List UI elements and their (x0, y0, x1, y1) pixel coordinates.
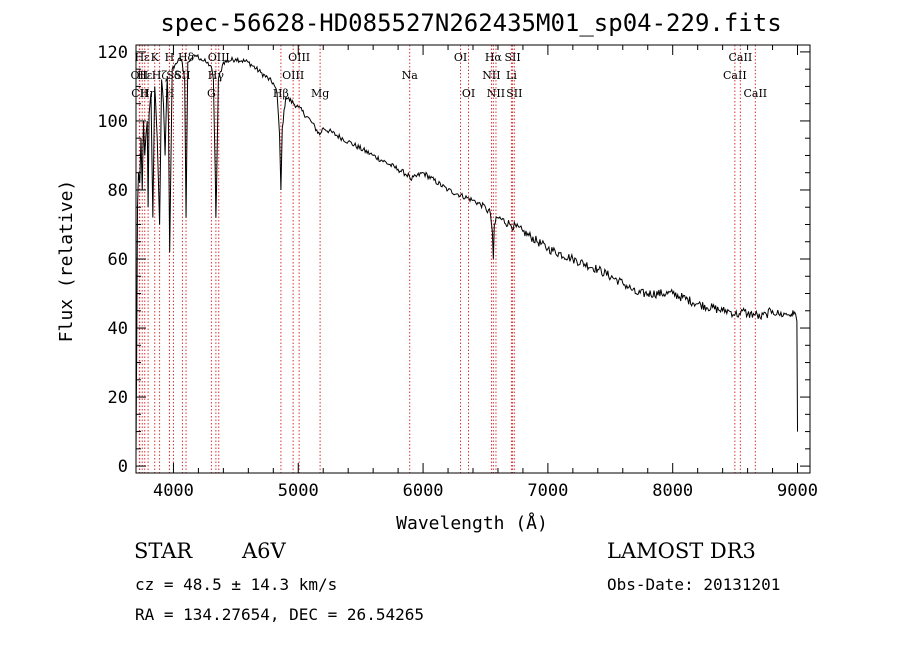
spectral-line-label: CaII (723, 69, 747, 82)
spectral-line-label: OIII (282, 69, 304, 82)
spectral-line-label: Sδ (166, 69, 181, 82)
y-tick-label: 60 (108, 250, 128, 270)
spectral-line-label: G (207, 87, 216, 100)
y-tick-label: 120 (97, 43, 128, 63)
y-axis-label: Flux (relative) (56, 180, 77, 343)
object-class: STAR (134, 539, 193, 563)
spectral-line-label: OI (454, 51, 467, 64)
spectral-line-label: SII (174, 69, 190, 82)
spectral-line-label: SII (506, 87, 522, 100)
y-tick-label: 40 (108, 319, 128, 339)
spectral-line-label: SII (504, 51, 520, 64)
y-tick-label: 0 (118, 457, 128, 477)
x-tick-label: 6000 (403, 481, 444, 501)
x-tick-label: 4000 (153, 481, 194, 501)
spectral-line-label: Li (506, 69, 517, 82)
y-tick-label: 20 (108, 388, 128, 408)
spectral-line-label: NII (487, 87, 505, 100)
spectral-line-label: OI (462, 87, 475, 100)
spectral-line-label: OIII (208, 51, 230, 64)
survey-name: LAMOST DR3 (607, 539, 756, 563)
spectral-line-label: H (165, 51, 175, 64)
spectrum-series-line (135, 53, 799, 456)
x-tick-label: 7000 (527, 481, 568, 501)
x-axis-ticks: 4000 5000 6000 7000 8000 9000 (153, 45, 818, 501)
spectral-line-label: CaII (729, 51, 753, 64)
spectral-line-label: CaII (743, 87, 767, 100)
redshift-velocity: cz = 48.5 ± 14.3 km/s (135, 575, 337, 594)
y-tick-label: 80 (108, 181, 128, 201)
y-tick-label: 100 (97, 112, 128, 132)
spectral-line-label: Hζ (152, 69, 168, 82)
x-tick-label: 8000 (652, 481, 693, 501)
spectral-line-label: Hη (140, 87, 156, 100)
spectral-line-label: Hε (137, 69, 153, 82)
spectral-line-label: Hα (485, 51, 503, 64)
object-subclass: A6V (241, 539, 287, 563)
plot-frame (135, 44, 811, 474)
spectral-line-label: NII (482, 69, 500, 82)
x-axis-label: Wavelength (Å) (396, 512, 548, 534)
spectral-line-label: CII (131, 87, 148, 100)
chart-title: spec-56628-HD085527N262435M01_sp04-229.f… (160, 9, 781, 37)
spectral-line-label: OII (131, 69, 149, 82)
coordinates: RA = 134.27654, DEC = 26.54265 (135, 605, 424, 624)
x-tick-label: 9000 (777, 481, 818, 501)
spectral-line-label: OIII (288, 51, 310, 64)
spectral-line-label: Na (402, 69, 419, 82)
x-tick-label: 5000 (278, 481, 319, 501)
spectral-line-label: K (151, 51, 160, 64)
spectral-line-markers (138, 45, 756, 473)
observation-date: Obs-Date: 20131201 (607, 575, 780, 594)
spectral-line-label: Mg (311, 87, 329, 100)
y-axis-ticks: 0 20 40 60 80 100 120 (97, 43, 810, 477)
spectral-line-label: H (165, 87, 175, 100)
spectral-line-label: Hε (135, 51, 151, 64)
